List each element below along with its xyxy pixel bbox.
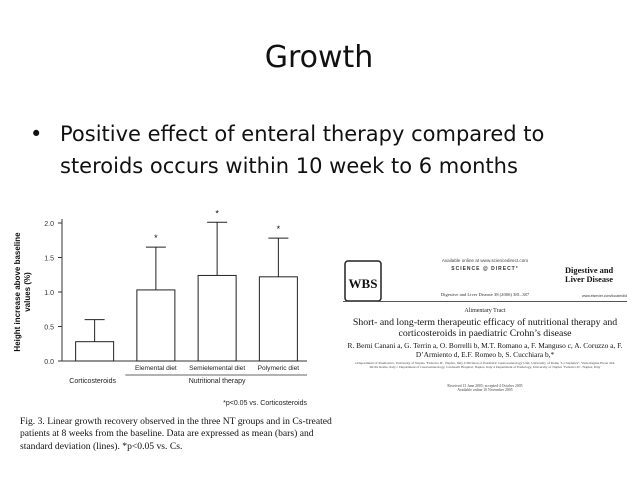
y-tick-label: 1.5 — [44, 256, 54, 263]
received-text: Received 13 June 2005; accepted 4 Octobe… — [447, 384, 523, 388]
bullet-marker: • — [30, 122, 43, 146]
svg-text:WBS: WBS — [349, 276, 378, 291]
significance-marker: * — [277, 224, 281, 234]
y-axis-label-line1: Height increase above baseline — [13, 232, 22, 352]
group-label-nutritional: Nutritional therapy — [189, 378, 246, 385]
y-axis-label-line2: values (%) — [23, 272, 32, 312]
paper-header: WBS Available online at www.sciencedirec… — [343, 253, 627, 393]
significance-marker: * — [154, 233, 158, 243]
available-online-text: Available online at www.sciencedirect.co… — [441, 258, 529, 263]
sciencedirect-logo: SCIENCE @ DIRECT° — [451, 266, 519, 272]
category-label: Semielemental diet — [189, 365, 245, 372]
journal-url: www.elsevier.com/locate/dld — [582, 294, 627, 298]
bullet-text: Positive effect of enteral therapy compa… — [60, 122, 545, 178]
paper-authors: R. Berni Canani a, G. Terrin a, O. Borre… — [347, 341, 623, 359]
category-label: Polymeric diet — [258, 365, 300, 372]
wbs-logo: WBS — [344, 260, 382, 302]
bar — [136, 289, 176, 362]
bar — [75, 341, 115, 362]
divider — [343, 301, 627, 302]
chart-footnote: *p<0.05 vs. Corticosteroids — [223, 400, 307, 407]
bar — [197, 274, 237, 362]
slide-title: Growth — [264, 40, 374, 75]
bar — [258, 276, 298, 362]
paper-title: Short- and long-term therapeutic efficac… — [352, 317, 618, 339]
figure-caption: Fig. 3. Linear growth recovery observed … — [20, 416, 332, 452]
bar-chart: 0.0 0.5 1.0 1.5 2.0 Height increase above bas… — [13, 208, 307, 407]
available-text: Available online 10 November 2005 — [457, 388, 513, 393]
y-tick-label: 0.0 — [44, 359, 54, 366]
affiliations: a Department of Paediatrics, University … — [354, 361, 616, 370]
journal-name: Digestive and Liver Disease — [565, 266, 614, 284]
group-label-corticosteroids: Corticosteroids — [69, 378, 116, 385]
significance-marker: * — [215, 208, 219, 218]
y-tick-label: 2.0 — [44, 221, 54, 228]
bullet-point: • Positive effect of enteral therapy com… — [30, 118, 620, 182]
section-label: Alimentary Tract — [464, 308, 506, 314]
category-label: Elemental diet — [135, 365, 177, 372]
y-tick-label: 0.5 — [44, 325, 54, 332]
y-tick-label: 1.0 — [44, 290, 54, 297]
citation: Digestive and Liver Disease 38 (2006) 38… — [440, 292, 530, 297]
received-dates: Received 13 June 2005; accepted 4 Octobe… — [343, 384, 627, 392]
